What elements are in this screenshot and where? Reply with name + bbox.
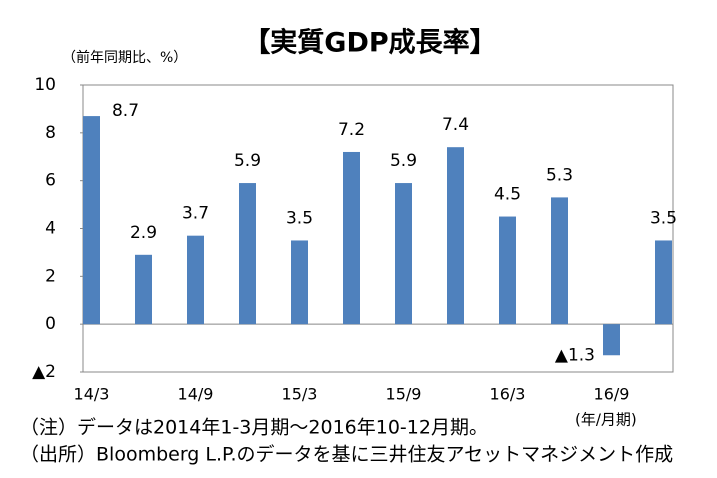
x-tick-label: 15/9 [386, 385, 422, 404]
bar [239, 183, 256, 325]
value-label: 8.7 [112, 101, 139, 121]
note: （注）データは2014年1-3月期～2016年10-12月期。 [20, 417, 488, 439]
value-label: 3.5 [286, 208, 313, 228]
bar [187, 235, 204, 325]
x-tick-label: 16/9 [594, 385, 630, 404]
value-label: 5.9 [390, 151, 417, 171]
y-tick-label: 4 [45, 219, 56, 239]
bar [655, 240, 672, 325]
y-tick-label: 0 [45, 314, 56, 334]
value-label: 3.5 [650, 208, 677, 228]
y-axis-label: （前年同期比、%） [62, 49, 187, 66]
value-label: 5.3 [546, 165, 573, 185]
value-label: 4.5 [494, 185, 521, 205]
x-tick-label: 14/3 [74, 385, 110, 404]
y-tick-label: 8 [45, 123, 56, 143]
y-tick-label: 2 [45, 266, 56, 286]
x-tick-label: 14/9 [178, 385, 214, 404]
bar [291, 240, 308, 325]
value-label: 2.9 [130, 223, 157, 243]
bar [343, 151, 360, 325]
bar [395, 183, 412, 325]
plot-frame [82, 84, 674, 373]
bar [83, 116, 100, 325]
bar [499, 216, 516, 325]
bar [551, 197, 568, 325]
y-tick-label: ▲2 [32, 362, 56, 382]
x-tick-label: 16/3 [490, 385, 526, 404]
y-tick-label: 10 [34, 75, 56, 95]
bar [447, 147, 464, 325]
bar [135, 254, 152, 325]
value-label: 7.4 [442, 115, 469, 135]
x-tick-label: 15/3 [282, 385, 318, 404]
value-label: 5.9 [234, 151, 261, 171]
value-label: 7.2 [338, 120, 365, 140]
y-tick-label: 6 [45, 171, 56, 191]
chart-title: 【実質GDP成長率】 [243, 27, 496, 59]
note: （出所）Bloomberg L.P.のデータを基に三井住友アセットマネジメント作… [20, 444, 673, 466]
value-label: ▲1.3 [555, 345, 595, 365]
value-label: 3.7 [182, 204, 209, 224]
bar [603, 324, 620, 356]
x-axis-label: (年/月期) [575, 411, 637, 429]
